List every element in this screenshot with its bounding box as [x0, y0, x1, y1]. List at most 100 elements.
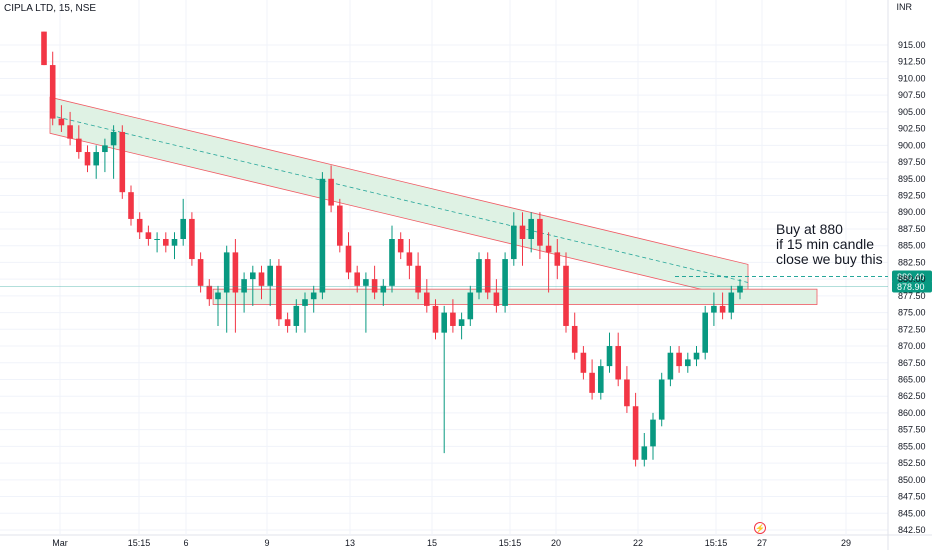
trade-annotation[interactable]: Buy at 880 if 15 min candle close we buy…	[776, 222, 883, 267]
price-label: 880.40	[897, 272, 925, 282]
candle-body	[728, 292, 735, 313]
candle-body	[545, 245, 552, 253]
candle-body	[702, 312, 708, 353]
candle-body	[493, 292, 500, 306]
candle-body	[171, 239, 178, 246]
candle-body	[693, 352, 700, 360]
x-tick-label: 29	[841, 538, 851, 548]
x-tick-label: 15	[427, 538, 437, 548]
candle-body	[424, 292, 430, 306]
y-tick-label: 885.00	[898, 241, 926, 251]
x-tick-label: Mar	[52, 538, 68, 548]
x-tick-label: 15:15	[705, 538, 728, 548]
candle-body	[310, 292, 317, 300]
y-tick-label: 867.50	[898, 358, 926, 368]
candle-body	[667, 352, 674, 380]
annotation-line-3: close we buy this	[776, 251, 883, 267]
y-tick-label: 847.50	[898, 492, 926, 502]
channel-midline	[49, 114, 749, 283]
lightning-icon[interactable]: ⚡	[754, 522, 766, 534]
candle-body	[676, 352, 682, 367]
candle-body	[84, 152, 91, 166]
y-tick-label: 902.50	[898, 124, 926, 134]
candle-body	[241, 279, 247, 293]
y-tick-label: 842.50	[898, 525, 926, 535]
candle-body	[293, 305, 300, 326]
candle-body	[328, 178, 334, 206]
candle-body	[658, 379, 665, 420]
candle-body	[632, 406, 639, 460]
y-tick-label: 895.00	[898, 174, 926, 184]
candle-body	[154, 239, 160, 240]
candle-body	[276, 265, 282, 320]
candle-body	[215, 292, 221, 300]
candle-body	[615, 346, 621, 380]
y-tick-label: 880.00	[898, 274, 926, 284]
time-axis[interactable]: Mar 15:15 6 9 13 15 15:15 20 22 15:15 27 29	[52, 538, 851, 548]
candle-body	[389, 239, 395, 286]
y-tick-label: 900.00	[898, 140, 926, 150]
candle-body	[302, 299, 308, 306]
y-tick-label: 860.00	[898, 408, 926, 418]
candle-body	[641, 446, 648, 460]
candle-body	[580, 352, 587, 373]
y-tick-label: 877.50	[898, 291, 926, 301]
x-tick-label: 27	[757, 538, 767, 548]
y-tick-label: 915.00	[898, 40, 926, 50]
x-tick-label: 15:15	[128, 538, 151, 548]
x-tick-label: 20	[551, 538, 561, 548]
y-tick-label: 850.00	[898, 475, 926, 485]
candle-body	[450, 312, 456, 326]
candle-body	[476, 259, 482, 293]
y-tick-label: 887.50	[898, 224, 926, 234]
candle-body	[502, 259, 508, 306]
candle-body	[119, 131, 126, 193]
price-label-box	[892, 280, 932, 293]
candle-body	[136, 218, 143, 233]
support-zone	[212, 288, 818, 305]
candle-body	[145, 232, 152, 239]
candle-body	[589, 372, 595, 393]
candle-body	[719, 305, 726, 313]
candle-body	[93, 152, 99, 166]
annotation-line-2: if 15 min candle	[776, 236, 875, 252]
y-tick-label: 862.50	[898, 391, 926, 401]
y-tick-label: 855.00	[898, 441, 926, 451]
candle-body	[415, 265, 421, 293]
x-tick-label: 22	[633, 538, 643, 548]
y-tick-label: 882.50	[898, 257, 926, 267]
candle-body	[519, 225, 526, 239]
candle-body	[380, 285, 387, 293]
candle-body	[58, 118, 65, 126]
y-tick-label: 865.00	[898, 374, 926, 384]
candle-body	[432, 305, 439, 333]
y-tick-label: 872.50	[898, 324, 926, 334]
y-tick-label: 897.50	[898, 157, 926, 167]
y-tick-label: 870.00	[898, 341, 926, 351]
candle-body	[76, 138, 82, 153]
candle-body	[206, 285, 213, 300]
candle-body	[337, 205, 343, 246]
candle-body	[606, 346, 613, 367]
candle-body	[102, 145, 108, 153]
symbol-title[interactable]: CIPLA LTD, 15, NSE	[4, 3, 97, 14]
y-tick-label: 890.00	[898, 207, 926, 217]
candle-body	[484, 259, 491, 293]
annotation-line-1: Buy at 880	[776, 221, 843, 237]
candle-body	[49, 65, 56, 119]
candle-body	[223, 252, 230, 293]
candle-body	[258, 272, 265, 286]
candle-body	[397, 239, 404, 253]
price-axis[interactable]: 842.50 845.00 847.50 850.00 852.50 855.00 857.…	[898, 40, 926, 535]
candle-body	[110, 131, 117, 146]
y-tick-label: 907.50	[898, 90, 926, 100]
candle-body	[624, 379, 630, 407]
candle-body	[319, 178, 326, 293]
x-tick-label: 9	[264, 538, 269, 548]
candle-body	[284, 319, 291, 326]
zones	[49, 96, 818, 305]
x-tick-label: 15:15	[499, 538, 522, 548]
